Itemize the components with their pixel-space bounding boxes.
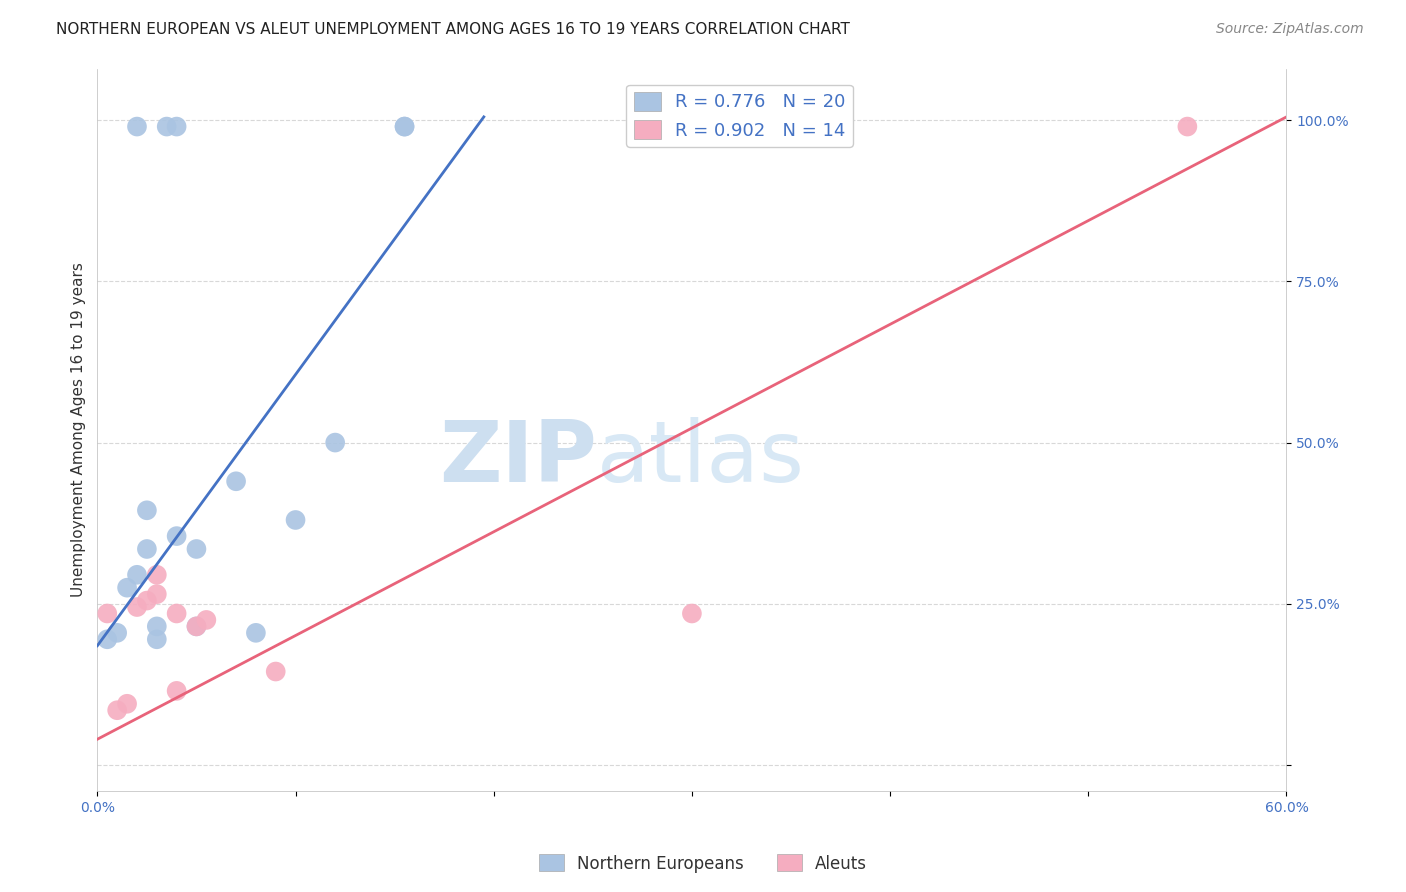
- Point: [125, 567, 148, 582]
- Point: [146, 587, 169, 601]
- Point: [681, 607, 703, 621]
- Text: Source: ZipAtlas.com: Source: ZipAtlas.com: [1216, 22, 1364, 37]
- Point: [225, 475, 247, 489]
- Text: ZIP: ZIP: [439, 417, 596, 500]
- Point: [125, 120, 148, 134]
- Point: [135, 541, 157, 556]
- Legend: R = 0.776   N = 20, R = 0.902   N = 14: R = 0.776 N = 20, R = 0.902 N = 14: [626, 85, 852, 147]
- Point: [105, 703, 128, 717]
- Y-axis label: Unemployment Among Ages 16 to 19 years: Unemployment Among Ages 16 to 19 years: [72, 262, 86, 597]
- Point: [125, 600, 148, 615]
- Point: [166, 684, 188, 698]
- Text: atlas: atlas: [596, 417, 804, 500]
- Point: [105, 625, 128, 640]
- Point: [1177, 120, 1199, 134]
- Point: [115, 697, 138, 711]
- Point: [156, 120, 179, 134]
- Point: [146, 567, 169, 582]
- Point: [284, 513, 307, 527]
- Point: [135, 503, 157, 517]
- Point: [115, 581, 138, 595]
- Point: [166, 120, 188, 134]
- Point: [146, 619, 169, 633]
- Point: [166, 607, 188, 621]
- Point: [186, 619, 208, 633]
- Point: [195, 613, 218, 627]
- Point: [135, 593, 157, 607]
- Point: [394, 120, 416, 134]
- Point: [146, 632, 169, 647]
- Point: [96, 632, 118, 647]
- Point: [96, 607, 118, 621]
- Point: [186, 541, 208, 556]
- Legend: Northern Europeans, Aleuts: Northern Europeans, Aleuts: [531, 847, 875, 880]
- Point: [245, 625, 267, 640]
- Point: [394, 120, 416, 134]
- Point: [264, 665, 287, 679]
- Point: [323, 435, 346, 450]
- Point: [166, 529, 188, 543]
- Text: NORTHERN EUROPEAN VS ALEUT UNEMPLOYMENT AMONG AGES 16 TO 19 YEARS CORRELATION CH: NORTHERN EUROPEAN VS ALEUT UNEMPLOYMENT …: [56, 22, 851, 37]
- Point: [186, 619, 208, 633]
